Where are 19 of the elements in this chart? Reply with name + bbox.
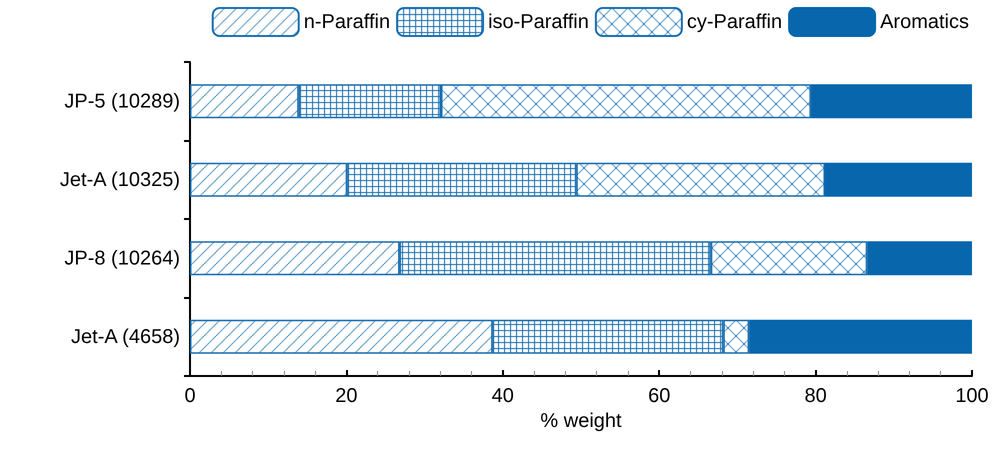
y-tick-label: Jet-A (4658) — [71, 326, 180, 348]
x-axis-title: % weight — [540, 410, 622, 432]
x-tick-label: 60 — [648, 385, 670, 407]
y-tick-label: Jet-A (10325) — [60, 168, 180, 191]
y-tick-label: JP-5 (10289) — [64, 90, 180, 112]
bar — [824, 162, 972, 197]
bar — [749, 320, 972, 354]
x-tick-label: 20 — [335, 385, 358, 407]
x-tick-label: 80 — [804, 385, 827, 407]
y-tick-label: JP-8 (10264) — [64, 247, 180, 270]
legend-label: iso-Paraffin — [488, 11, 589, 33]
x-tick-label: 0 — [184, 385, 196, 407]
legend-label: cy-Paraffin — [686, 11, 782, 33]
legend-label: n-Paraffin — [304, 11, 390, 33]
x-tick-label: 40 — [492, 385, 514, 407]
bar — [867, 241, 972, 276]
x-tick-label: 100 — [955, 385, 989, 407]
bar — [810, 84, 972, 118]
legend-label: Aromatics — [880, 11, 969, 33]
